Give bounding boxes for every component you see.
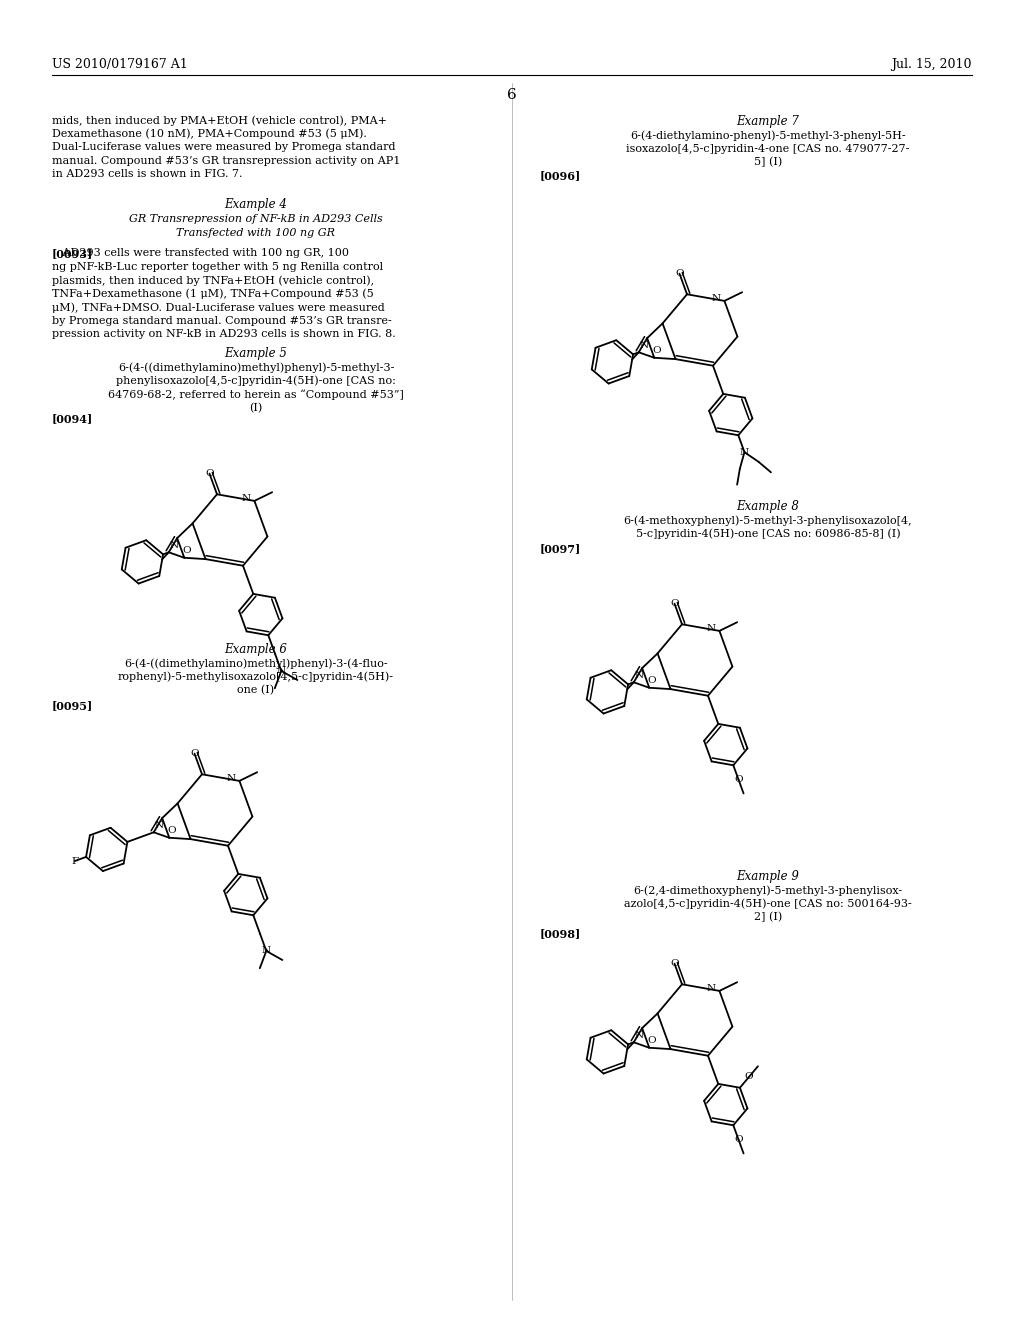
Text: Example 9: Example 9	[736, 870, 800, 883]
Text: μM), TNFa+DMSO. Dual-Luciferase values were measured: μM), TNFa+DMSO. Dual-Luciferase values w…	[52, 302, 385, 313]
Text: 6-(4-diethylamino-phenyl)-5-methyl-3-phenyl-5H-: 6-(4-diethylamino-phenyl)-5-methyl-3-phe…	[630, 129, 906, 140]
Text: Example 4: Example 4	[224, 198, 288, 211]
Text: O: O	[190, 750, 199, 758]
Text: N: N	[226, 775, 236, 783]
Text: 6-(4-((dimethylamino)methyl)phenyl)-3-(4-fluo-: 6-(4-((dimethylamino)methyl)phenyl)-3-(4…	[124, 657, 388, 668]
Text: 64769-68-2, referred to herein as “Compound #53”]: 64769-68-2, referred to herein as “Compo…	[109, 389, 403, 400]
Text: US 2010/0179167 A1: US 2010/0179167 A1	[52, 58, 187, 71]
Text: rophenyl)-5-methylisoxazolo[4,5-c]pyridin-4(5H)-: rophenyl)-5-methylisoxazolo[4,5-c]pyridi…	[118, 672, 394, 682]
Text: N: N	[262, 946, 271, 956]
Text: N: N	[707, 624, 716, 634]
Text: Example 6: Example 6	[224, 643, 288, 656]
Text: in AD293 cells is shown in FIG. 7.: in AD293 cells is shown in FIG. 7.	[52, 169, 243, 180]
Text: Dual-Luciferase values were measured by Promega standard: Dual-Luciferase values were measured by …	[52, 143, 395, 152]
Text: O: O	[648, 676, 656, 685]
Text: Example 8: Example 8	[736, 500, 800, 513]
Text: N: N	[635, 1031, 644, 1040]
Text: O: O	[648, 1036, 656, 1044]
Text: O: O	[168, 826, 176, 834]
Text: O: O	[744, 1072, 754, 1081]
Text: Transfected with 100 ng GR: Transfected with 100 ng GR	[176, 228, 336, 238]
Text: [0098]: [0098]	[540, 928, 582, 939]
Text: 2] (I): 2] (I)	[754, 912, 782, 923]
Text: N: N	[712, 294, 721, 304]
Text: isoxazolo[4,5-c]pyridin-4-one [CAS no. 479077-27-: isoxazolo[4,5-c]pyridin-4-one [CAS no. 4…	[627, 144, 909, 153]
Text: N: N	[276, 667, 286, 676]
Text: O: O	[734, 1135, 742, 1144]
Text: Dexamethasone (10 nM), PMA+Compound #53 (5 μM).: Dexamethasone (10 nM), PMA+Compound #53 …	[52, 128, 367, 139]
Text: [0094]: [0094]	[52, 413, 93, 424]
Text: O: O	[182, 545, 191, 554]
Text: [0095]: [0095]	[52, 700, 93, 711]
Text: manual. Compound #53’s GR transrepression activity on AP1: manual. Compound #53’s GR transrepressio…	[52, 156, 400, 165]
Text: O: O	[670, 960, 679, 968]
Text: O: O	[734, 775, 742, 784]
Text: F: F	[72, 857, 79, 866]
Text: Example 5: Example 5	[224, 347, 288, 360]
Text: Jul. 15, 2010: Jul. 15, 2010	[892, 58, 972, 71]
Text: pression activity on NF-kB in AD293 cells is shown in FIG. 8.: pression activity on NF-kB in AD293 cell…	[52, 329, 395, 339]
Text: N: N	[640, 341, 649, 350]
Text: TNFa+Dexamethasone (1 μM), TNFa+Compound #53 (5: TNFa+Dexamethasone (1 μM), TNFa+Compound…	[52, 289, 374, 300]
Text: by Promega standard manual. Compound #53’s GR transre-: by Promega standard manual. Compound #53…	[52, 315, 392, 326]
Text: GR Transrepression of NF-kB in AD293 Cells: GR Transrepression of NF-kB in AD293 Cel…	[129, 214, 383, 224]
Text: 6-(2,4-dimethoxyphenyl)-5-methyl-3-phenylisox-: 6-(2,4-dimethoxyphenyl)-5-methyl-3-pheny…	[634, 884, 902, 895]
Text: azolo[4,5-c]pyridin-4(5H)-one [CAS no: 500164-93-: azolo[4,5-c]pyridin-4(5H)-one [CAS no: 5…	[624, 899, 912, 909]
Text: N: N	[635, 671, 644, 680]
Text: mids, then induced by PMA+EtOH (vehicle control), PMA+: mids, then induced by PMA+EtOH (vehicle …	[52, 115, 387, 125]
Text: [0097]: [0097]	[540, 543, 582, 554]
Text: N: N	[155, 821, 164, 830]
Text: 5-c]pyridin-4(5H)-one [CAS no: 60986-85-8] (I): 5-c]pyridin-4(5H)-one [CAS no: 60986-85-…	[636, 528, 900, 539]
Text: Example 7: Example 7	[736, 115, 800, 128]
Text: N: N	[707, 985, 716, 994]
Text: 6-(4-methoxyphenyl)-5-methyl-3-phenylisoxazolo[4,: 6-(4-methoxyphenyl)-5-methyl-3-phenyliso…	[624, 515, 912, 525]
Text: 5] (I): 5] (I)	[754, 157, 782, 168]
Text: [0096]: [0096]	[540, 170, 582, 181]
Text: 6: 6	[507, 88, 517, 102]
Text: O: O	[205, 469, 214, 478]
Text: O: O	[675, 269, 684, 279]
Text: ng pNF-kB-Luc reporter together with 5 ng Renilla control: ng pNF-kB-Luc reporter together with 5 n…	[52, 261, 383, 272]
Text: 6-(4-((dimethylamino)methyl)phenyl)-5-methyl-3-: 6-(4-((dimethylamino)methyl)phenyl)-5-me…	[118, 362, 394, 372]
Text: plasmids, then induced by TNFa+EtOH (vehicle control),: plasmids, then induced by TNFa+EtOH (veh…	[52, 275, 374, 285]
Text: O: O	[670, 599, 679, 609]
Text: one (I): one (I)	[238, 685, 274, 696]
Text: (I): (I)	[250, 403, 262, 413]
Text: phenylisoxazolo[4,5-c]pyridin-4(5H)-one [CAS no:: phenylisoxazolo[4,5-c]pyridin-4(5H)-one …	[116, 375, 396, 385]
Text: N: N	[242, 495, 251, 503]
Text: N: N	[740, 447, 749, 457]
Text: O: O	[652, 346, 662, 355]
Text: AD293 cells were transfected with 100 ng GR, 100: AD293 cells were transfected with 100 ng…	[52, 248, 349, 257]
Text: N: N	[170, 541, 179, 550]
Text: [0093]: [0093]	[52, 248, 93, 259]
